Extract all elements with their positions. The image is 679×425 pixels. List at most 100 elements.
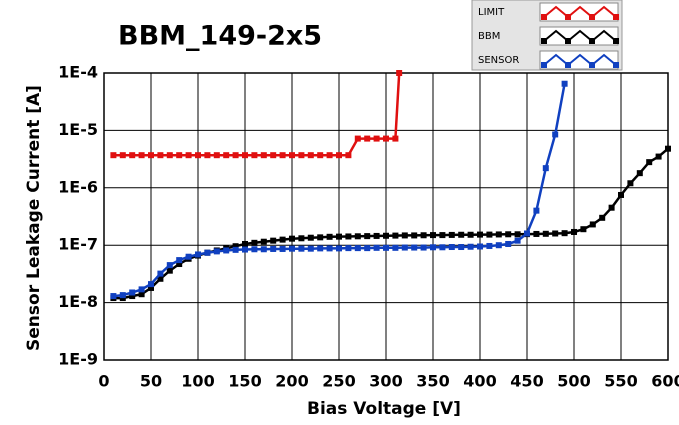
data-point	[392, 135, 399, 142]
x-tick-label: 100	[181, 372, 214, 391]
data-point	[599, 214, 606, 221]
legend-swatch	[543, 5, 617, 19]
data-point	[467, 231, 474, 238]
data-point	[354, 245, 361, 252]
data-point	[580, 226, 587, 233]
data-point	[589, 221, 596, 228]
legend-label: LIMIT	[478, 7, 505, 18]
data-point	[242, 152, 248, 159]
data-point	[166, 262, 173, 269]
data-point	[646, 159, 653, 166]
data-point	[618, 191, 624, 198]
data-point	[354, 233, 361, 240]
data-point	[364, 135, 371, 142]
legend-marker	[541, 38, 547, 44]
data-point	[148, 284, 154, 291]
data-point	[495, 231, 502, 238]
data-point	[420, 244, 427, 251]
data-point	[251, 152, 258, 159]
data-point	[119, 152, 126, 159]
data-point	[129, 152, 136, 159]
legend-swatch	[543, 53, 617, 67]
data-point	[458, 231, 465, 238]
data-point	[307, 245, 314, 252]
data-point	[401, 244, 408, 251]
legend-marker	[565, 14, 571, 20]
data-point	[213, 152, 220, 159]
legend-label: BBM	[478, 31, 500, 42]
legend-swatch-box	[539, 26, 619, 46]
data-point	[477, 243, 483, 250]
y-tick-label: 1E-8	[58, 292, 98, 311]
data-point	[260, 246, 267, 253]
data-point	[383, 232, 389, 239]
data-point	[571, 228, 577, 235]
data-point	[110, 293, 117, 300]
x-tick-label: 350	[416, 372, 449, 391]
data-point	[505, 240, 512, 247]
chart-title: BBM_149-2x5	[118, 21, 322, 52]
data-point	[232, 246, 239, 253]
data-point	[383, 135, 389, 142]
data-point	[533, 207, 540, 214]
data-point	[655, 153, 662, 160]
data-point	[505, 231, 512, 238]
data-point	[289, 235, 295, 242]
y-tick-label: 1E-5	[58, 120, 98, 139]
legend-swatch-box	[539, 2, 619, 22]
data-point	[242, 240, 248, 247]
data-point	[289, 152, 295, 159]
data-point	[270, 245, 277, 252]
data-point	[448, 231, 455, 238]
data-point	[157, 270, 164, 277]
data-point	[373, 244, 380, 251]
legend-marker	[589, 14, 595, 20]
data-point	[608, 204, 615, 211]
y-tick-label: 1E-7	[58, 235, 98, 254]
data-point	[467, 243, 474, 250]
data-point	[270, 237, 277, 244]
data-point	[364, 245, 371, 252]
data-point	[157, 152, 164, 159]
x-tick-label: 0	[98, 372, 109, 391]
data-point	[232, 243, 239, 250]
data-point	[401, 232, 408, 239]
legend-marker	[541, 62, 547, 68]
data-point	[195, 152, 201, 159]
data-point	[166, 152, 173, 159]
data-point	[411, 232, 418, 239]
data-point	[411, 244, 418, 251]
data-point	[514, 237, 521, 244]
data-point	[298, 152, 305, 159]
data-point	[213, 248, 220, 255]
data-point	[439, 232, 446, 239]
legend-marker	[565, 62, 571, 68]
data-point	[552, 230, 559, 237]
data-point	[495, 242, 502, 249]
data-point	[486, 231, 493, 238]
data-point	[514, 231, 521, 238]
data-point	[307, 234, 314, 241]
legend-marker	[541, 14, 547, 20]
x-axis-label: Bias Voltage [V]	[307, 399, 461, 419]
data-point	[396, 70, 403, 76]
data-point	[279, 152, 286, 159]
y-axis-label: Sensor Leakage Current [A]	[24, 85, 44, 351]
data-point	[326, 245, 333, 252]
data-point	[345, 233, 352, 240]
data-point	[552, 131, 559, 138]
data-point	[129, 289, 136, 296]
data-point	[486, 242, 493, 249]
data-point	[185, 152, 192, 159]
data-point	[542, 165, 549, 172]
data-point	[317, 234, 324, 241]
data-point	[326, 233, 333, 240]
legend-label: SENSOR	[478, 55, 519, 66]
data-point	[138, 152, 145, 159]
x-tick-label: 500	[557, 372, 590, 391]
data-point	[157, 275, 164, 282]
data-point	[345, 245, 352, 252]
legend-swatch	[543, 29, 617, 43]
